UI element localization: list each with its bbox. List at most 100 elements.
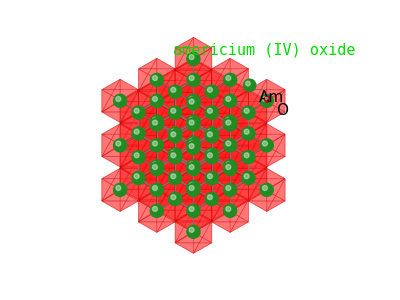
Polygon shape [212,69,248,79]
Polygon shape [212,200,230,222]
Circle shape [114,139,127,152]
Polygon shape [120,168,138,190]
Polygon shape [230,122,267,133]
Polygon shape [175,37,194,70]
Polygon shape [212,179,230,201]
Polygon shape [194,188,230,198]
Polygon shape [194,198,212,220]
Polygon shape [175,169,212,180]
Polygon shape [212,145,230,177]
Circle shape [208,195,212,200]
Circle shape [150,160,163,173]
Circle shape [224,204,237,217]
Polygon shape [175,113,194,136]
Polygon shape [175,143,212,154]
Polygon shape [194,177,230,188]
Polygon shape [230,91,248,124]
Circle shape [187,115,200,128]
Circle shape [152,185,158,190]
Polygon shape [212,124,248,134]
Polygon shape [138,125,175,136]
Polygon shape [175,104,212,115]
Polygon shape [138,134,175,145]
Polygon shape [194,157,212,189]
Polygon shape [138,112,157,134]
Polygon shape [138,180,175,190]
Polygon shape [212,90,230,112]
Polygon shape [248,190,285,201]
Polygon shape [157,111,175,143]
Circle shape [244,153,249,158]
Polygon shape [175,166,194,198]
Circle shape [171,150,176,155]
Polygon shape [138,113,157,136]
Polygon shape [157,168,194,179]
Polygon shape [230,157,267,167]
Polygon shape [212,143,230,176]
Polygon shape [120,134,138,167]
Circle shape [190,164,197,170]
Polygon shape [138,91,175,101]
Polygon shape [212,103,230,136]
Circle shape [172,88,178,94]
Circle shape [205,127,218,140]
Circle shape [210,154,212,157]
Circle shape [226,141,231,146]
Polygon shape [267,90,285,122]
Polygon shape [230,146,248,168]
Circle shape [191,123,194,125]
Polygon shape [175,124,194,157]
Polygon shape [138,212,175,222]
Polygon shape [194,210,212,233]
Polygon shape [194,134,212,157]
Polygon shape [212,125,230,158]
Polygon shape [175,159,212,169]
Polygon shape [248,101,267,134]
Polygon shape [194,136,230,146]
Circle shape [210,197,212,200]
Polygon shape [120,91,157,101]
Polygon shape [157,146,194,157]
Polygon shape [230,101,267,112]
Polygon shape [175,232,212,243]
Polygon shape [157,69,175,101]
Polygon shape [194,58,212,80]
Polygon shape [212,157,230,179]
Polygon shape [267,90,285,112]
Polygon shape [194,80,212,103]
Polygon shape [175,80,194,113]
Polygon shape [194,176,212,209]
Polygon shape [248,124,285,134]
Circle shape [153,164,160,170]
Polygon shape [194,122,212,145]
Polygon shape [248,179,285,189]
Circle shape [154,120,157,123]
Polygon shape [175,115,194,137]
Polygon shape [175,189,212,200]
Circle shape [224,162,237,176]
Polygon shape [138,134,157,157]
Polygon shape [175,154,212,164]
Polygon shape [120,136,138,168]
Circle shape [187,136,200,149]
Polygon shape [175,101,194,134]
Polygon shape [267,134,285,167]
Circle shape [227,142,234,149]
Polygon shape [212,124,230,146]
Circle shape [173,154,176,157]
Polygon shape [138,122,157,145]
Polygon shape [212,101,248,112]
Polygon shape [157,70,175,103]
Circle shape [173,133,176,136]
Polygon shape [212,200,248,210]
Circle shape [172,131,178,138]
Polygon shape [157,143,194,154]
Polygon shape [120,133,138,155]
Circle shape [208,88,215,94]
Polygon shape [138,111,175,121]
Polygon shape [175,189,194,222]
Circle shape [191,142,194,145]
Polygon shape [230,168,248,190]
Polygon shape [157,80,175,103]
Circle shape [191,120,194,123]
